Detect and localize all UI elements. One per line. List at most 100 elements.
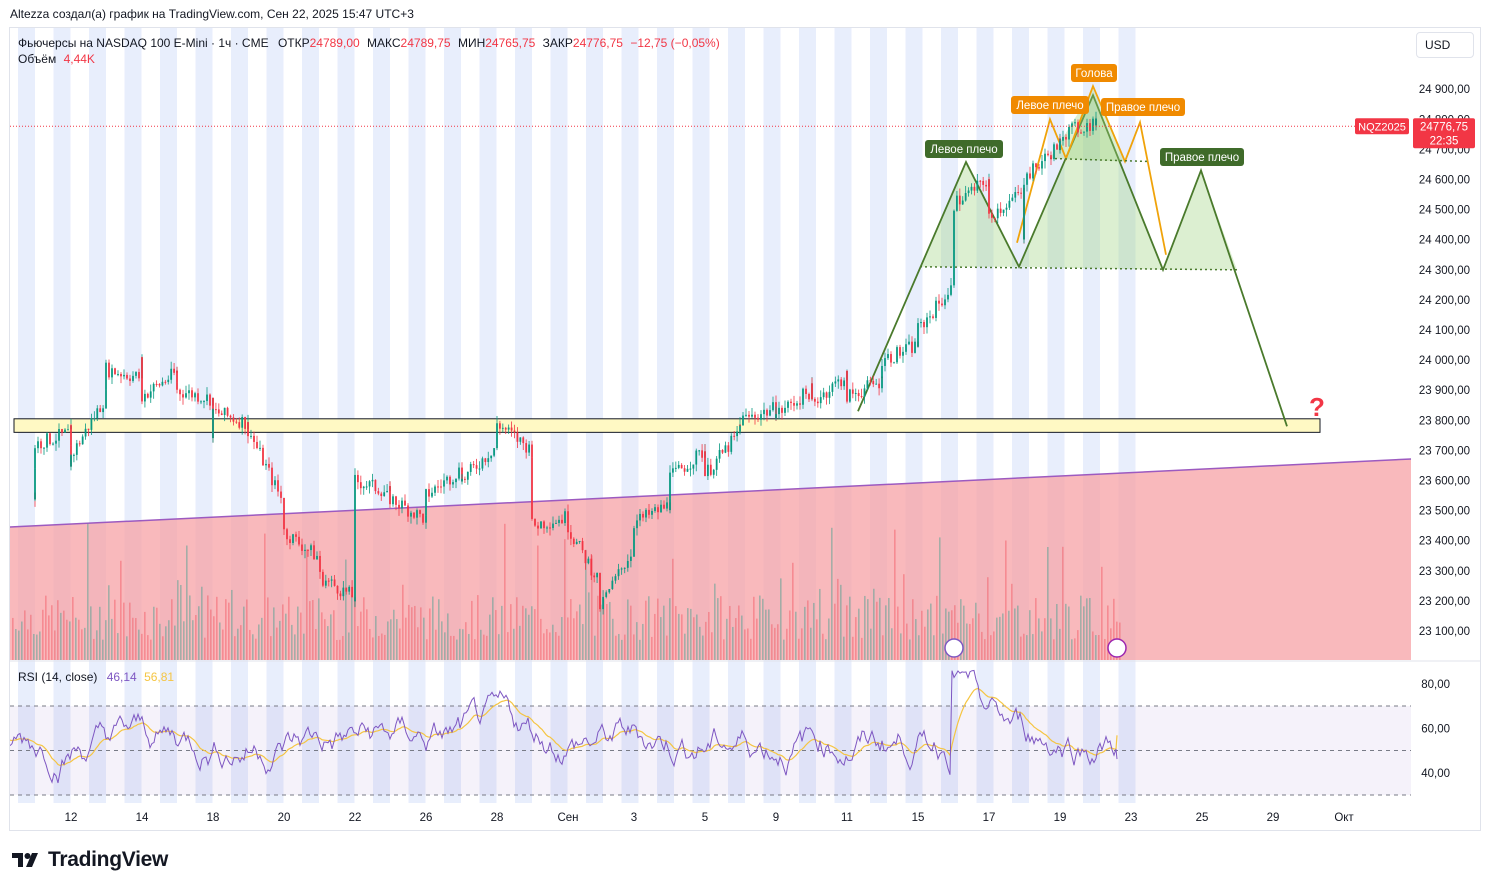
volume-bar <box>36 634 38 660</box>
candle <box>354 474 356 533</box>
volume-bar <box>624 634 626 660</box>
tradingview-logo[interactable]: TradingView <box>12 848 168 872</box>
volume-bar <box>546 629 548 660</box>
volume-bar <box>507 632 509 660</box>
candle <box>182 394 184 398</box>
volume-bar <box>189 595 191 660</box>
candle <box>851 389 854 394</box>
volume-bar <box>510 604 512 660</box>
candle <box>754 414 756 418</box>
candle <box>727 445 730 452</box>
candle <box>401 500 403 509</box>
volume-bar <box>882 635 884 660</box>
annotation-box <box>1160 148 1244 166</box>
candle <box>1047 153 1049 156</box>
candle <box>941 303 943 306</box>
price-tick-label: 23 900,00 <box>1419 385 1470 397</box>
volume-bar <box>129 602 131 660</box>
candle <box>593 575 596 578</box>
volume-bar <box>840 584 842 660</box>
volume-bar <box>654 613 656 660</box>
volume-bar <box>1086 598 1088 660</box>
candle <box>648 509 650 515</box>
candle <box>330 579 333 581</box>
candle <box>775 414 777 418</box>
volume-bar <box>123 602 125 660</box>
candle <box>660 504 662 513</box>
candle <box>988 179 990 193</box>
low-value: 24765,75 <box>485 36 536 50</box>
candle <box>887 354 889 359</box>
volume-bar <box>1023 633 1025 660</box>
volume-bar <box>1014 608 1016 660</box>
candle <box>961 200 964 205</box>
volume-bar <box>489 614 491 660</box>
volume-bar <box>960 599 962 660</box>
volume-bar <box>498 634 500 660</box>
symbol-tag-label: NQZ2025 <box>1358 121 1406 133</box>
candle <box>81 436 84 445</box>
candle <box>1011 197 1014 201</box>
volume-bar <box>870 628 872 660</box>
price-tick-label: 24 100,00 <box>1419 325 1470 337</box>
volume-bar <box>84 627 86 660</box>
candle <box>772 402 774 411</box>
symbol-tag <box>1355 118 1409 135</box>
candle <box>371 479 374 482</box>
candle <box>599 572 601 587</box>
candle <box>319 558 321 569</box>
candle <box>304 549 306 551</box>
candle <box>380 493 383 497</box>
volume-bar <box>819 588 821 660</box>
volume-bar <box>453 635 455 660</box>
volume-bar <box>309 601 311 660</box>
price-tick-label: 24 200,00 <box>1419 295 1470 307</box>
volume-bar <box>813 602 815 660</box>
candle <box>419 510 421 514</box>
symbol-title[interactable]: Фьючерсы на NASDAQ 100 E-Mini · 1ч · CME <box>18 36 269 50</box>
orange-neckline <box>1049 157 1149 163</box>
candle <box>587 558 590 564</box>
candle <box>348 586 351 592</box>
candle <box>751 414 753 417</box>
volume-bar <box>69 621 71 660</box>
currency-selector[interactable]: USD <box>1416 32 1474 58</box>
volume-bar <box>798 638 800 660</box>
volume-bar <box>561 617 563 660</box>
candle <box>519 437 522 442</box>
volume-bar <box>663 605 665 660</box>
volume-bar <box>438 599 440 660</box>
candle <box>926 317 928 328</box>
candle <box>956 195 958 211</box>
volume-bar <box>690 608 692 660</box>
candle <box>1002 209 1005 213</box>
candle <box>944 299 946 306</box>
candle <box>742 415 744 426</box>
candle <box>748 414 750 417</box>
volume-bar <box>732 626 734 660</box>
volume-bar <box>579 604 581 660</box>
volume-bar <box>195 615 197 660</box>
volume-bar <box>135 618 137 660</box>
volume-bar <box>585 549 587 660</box>
candle <box>1017 192 1020 194</box>
volume-bar <box>1068 606 1070 660</box>
rsi-legend[interactable]: RSI (14, close) 46,14 56,81 <box>18 670 174 684</box>
candle <box>316 555 318 560</box>
volume-bar <box>552 624 554 660</box>
volume-bar <box>126 636 128 660</box>
rsi-label: RSI (14, close) <box>18 670 98 684</box>
volume-bar <box>444 632 446 660</box>
rsi-value: 46,14 <box>106 670 137 684</box>
volume-bar <box>519 625 521 660</box>
candle <box>377 491 380 494</box>
volume-bar <box>828 618 830 660</box>
volume-bar <box>375 616 377 660</box>
candle <box>1065 136 1067 140</box>
candle <box>504 427 507 430</box>
candle <box>534 518 536 526</box>
candle <box>778 407 780 415</box>
candle <box>289 539 291 543</box>
volume-bar <box>660 617 662 660</box>
